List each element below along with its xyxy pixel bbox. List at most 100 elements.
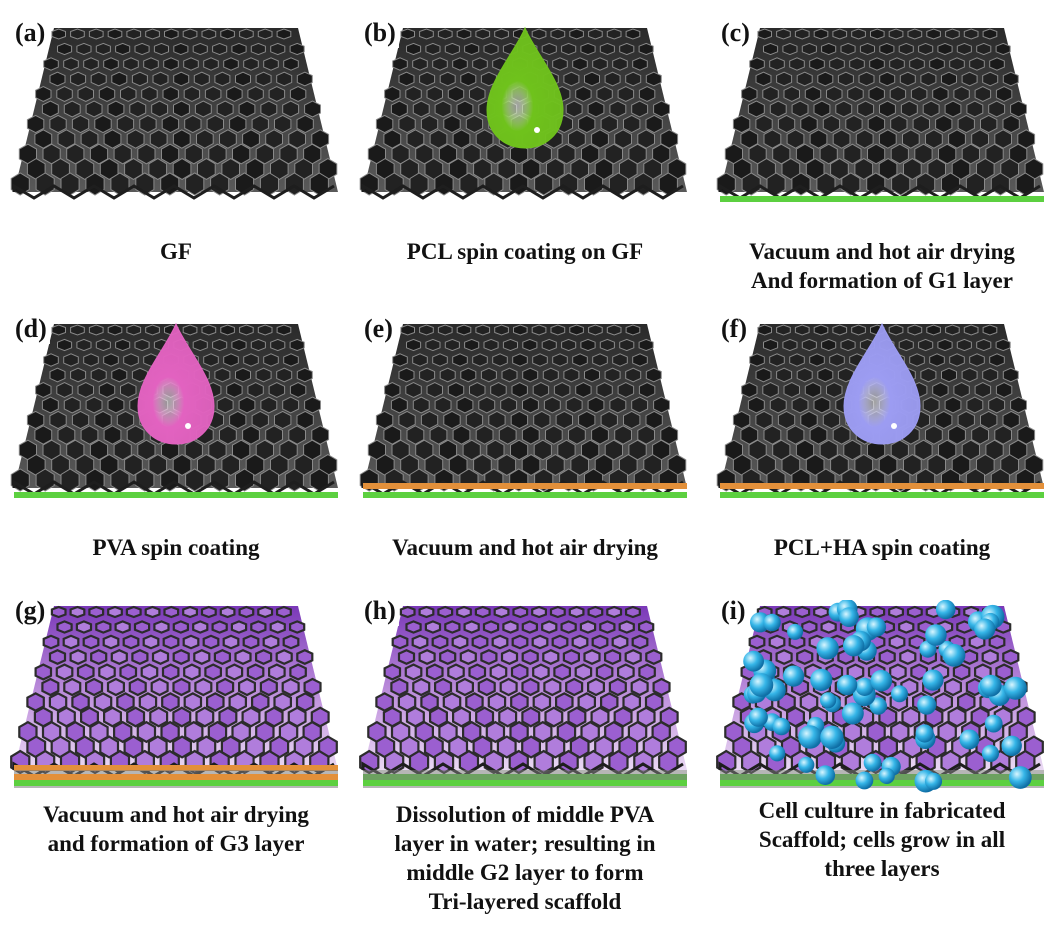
foam-pore bbox=[557, 439, 576, 461]
foam-pore bbox=[809, 129, 828, 149]
foam-pore bbox=[426, 382, 443, 398]
foam-pore bbox=[630, 677, 649, 697]
foam-pore bbox=[296, 410, 314, 430]
foam-pore bbox=[907, 324, 923, 336]
foam-pore bbox=[533, 439, 552, 461]
foam-pore bbox=[909, 353, 925, 367]
foam-pore bbox=[425, 338, 441, 352]
foam-pore bbox=[772, 143, 791, 165]
foam-pore bbox=[424, 620, 442, 634]
foam-pore bbox=[937, 42, 953, 56]
foam-pore bbox=[786, 129, 805, 149]
foam-pore bbox=[140, 663, 159, 681]
foam-pore bbox=[480, 367, 497, 383]
panel-c-illustration bbox=[712, 22, 1052, 222]
graphene-foam-illustration bbox=[6, 600, 346, 800]
graphene-foam-illustration bbox=[712, 318, 1052, 518]
foam-pore bbox=[829, 353, 845, 367]
cell-sphere bbox=[839, 607, 859, 627]
foam-pore bbox=[982, 71, 999, 87]
cell-sphere bbox=[917, 695, 937, 715]
foam-pore bbox=[832, 129, 851, 149]
foam-pore bbox=[238, 677, 256, 697]
foam-pore bbox=[561, 42, 577, 56]
foam-pore bbox=[568, 425, 586, 445]
foam-pore bbox=[543, 677, 562, 697]
foam-pore bbox=[604, 71, 621, 87]
foam-pore bbox=[772, 439, 791, 461]
foam-pore bbox=[588, 28, 603, 40]
foam-pore bbox=[143, 57, 159, 71]
foam-pore bbox=[375, 692, 394, 712]
foam-pore bbox=[211, 620, 228, 634]
foam-pore bbox=[645, 114, 663, 134]
foam-pore bbox=[398, 410, 416, 430]
foam-pore bbox=[796, 71, 813, 87]
foam-pore bbox=[789, 57, 805, 71]
foam-pore bbox=[632, 57, 648, 71]
foam-pore bbox=[390, 100, 408, 118]
foam-pore bbox=[982, 28, 998, 40]
foam-pore bbox=[173, 71, 190, 87]
foam-pore bbox=[226, 86, 243, 102]
foam-pore bbox=[821, 338, 837, 352]
foam-pore bbox=[575, 86, 592, 102]
foam-pore bbox=[425, 663, 444, 681]
foam-pore bbox=[497, 158, 517, 180]
foam-pore bbox=[618, 620, 635, 634]
foam-pore bbox=[57, 42, 73, 56]
foam-pore bbox=[296, 71, 313, 87]
foam-pore bbox=[922, 396, 940, 414]
coating-layer bbox=[720, 483, 1044, 489]
foam-pore bbox=[826, 86, 843, 102]
foam-pore bbox=[164, 28, 179, 40]
foam-pore bbox=[439, 367, 456, 383]
foam-pore bbox=[437, 324, 453, 336]
foam-pore bbox=[398, 71, 415, 87]
foam-pore bbox=[63, 100, 81, 118]
foam-pore bbox=[580, 42, 596, 56]
foam-pore bbox=[203, 57, 219, 71]
cell-sphere bbox=[798, 725, 822, 749]
foam-pore bbox=[890, 439, 909, 461]
foam-pore bbox=[464, 42, 480, 56]
cell-sphere bbox=[869, 697, 887, 715]
foam-pore bbox=[870, 28, 885, 40]
foam-pore bbox=[184, 143, 203, 165]
foam-pore bbox=[888, 28, 904, 40]
foam-pore bbox=[533, 410, 551, 430]
foam-pore bbox=[472, 57, 488, 71]
foam-pore bbox=[995, 86, 1013, 102]
foam-pore bbox=[782, 338, 798, 352]
foam-pore bbox=[133, 620, 151, 634]
foam-pore bbox=[542, 648, 560, 666]
foam-pore bbox=[929, 57, 945, 71]
foam-pore bbox=[624, 648, 642, 666]
foam-pore bbox=[89, 720, 109, 744]
foam-pore bbox=[251, 114, 269, 134]
foam-pore bbox=[740, 425, 759, 445]
foam-pore bbox=[976, 158, 995, 180]
graphene-foam-illustration bbox=[6, 22, 346, 222]
foam-pore bbox=[260, 396, 278, 414]
foam-pore bbox=[420, 114, 439, 134]
foam-pore bbox=[48, 692, 68, 712]
foam-pore bbox=[49, 71, 66, 87]
foam-pore bbox=[478, 396, 496, 414]
foam-pore bbox=[1002, 648, 1020, 666]
foam-pore bbox=[1002, 410, 1020, 430]
foam-pore bbox=[638, 86, 656, 102]
foam-pore bbox=[796, 648, 814, 666]
foam-pore bbox=[270, 42, 286, 56]
foam-pore bbox=[799, 692, 819, 712]
foam-pore bbox=[480, 71, 497, 87]
foam-pore bbox=[748, 634, 766, 650]
foam-pore bbox=[534, 172, 554, 196]
foam-pore bbox=[469, 86, 486, 102]
foam-pore bbox=[112, 720, 133, 744]
foam-pore bbox=[163, 57, 179, 71]
foam-pore bbox=[532, 353, 548, 367]
foam-pore bbox=[637, 425, 655, 445]
foam-pore bbox=[775, 648, 793, 666]
coating-layer bbox=[14, 492, 338, 498]
